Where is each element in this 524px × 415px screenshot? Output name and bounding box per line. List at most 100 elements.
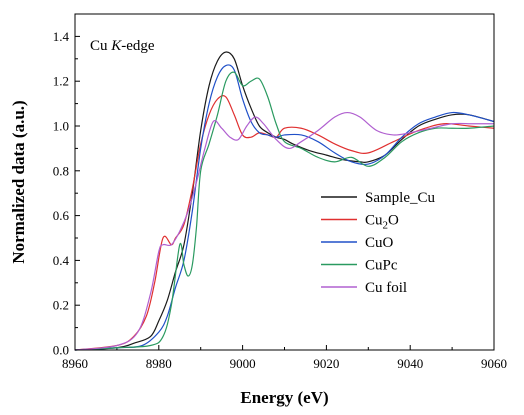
data-point (334, 116, 335, 117)
series-group (74, 64, 495, 351)
data-point (221, 128, 222, 129)
data-point (188, 275, 189, 276)
data-point (250, 137, 251, 138)
data-point (208, 143, 209, 144)
annotation-suffix: -edge (121, 38, 155, 54)
data-point (208, 103, 209, 104)
data-point (200, 170, 201, 171)
data-point (267, 134, 268, 135)
data-point (150, 293, 151, 294)
legend-label-tail: O (388, 213, 399, 229)
legend-item: Cu2O (321, 213, 399, 232)
data-point (250, 81, 251, 82)
data-point (435, 116, 436, 117)
data-point (334, 161, 335, 162)
y-tick-label: 1.2 (53, 74, 69, 89)
data-point (359, 116, 360, 117)
data-point (263, 123, 264, 124)
data-point (188, 211, 189, 212)
data-point (217, 99, 218, 100)
y-tick-label: 0.8 (53, 163, 69, 178)
data-point (242, 85, 243, 86)
axes: 8960 8980 9000 9020 9040 9060 0.0 0.2 0.4 0.6 0.8 1… (53, 29, 507, 371)
data-point (171, 244, 172, 245)
data-point (141, 345, 142, 346)
x-tick-label: 9020 (313, 356, 339, 371)
data-point (183, 264, 184, 265)
data-point (368, 163, 369, 164)
data-point (234, 72, 235, 73)
data-point (418, 123, 419, 124)
data-point (276, 139, 277, 140)
data-point (368, 161, 369, 162)
series-group (74, 111, 494, 351)
data-point (431, 128, 432, 129)
data-point (276, 137, 277, 138)
legend-label-sub: 2 (383, 220, 389, 232)
data-point (368, 152, 369, 153)
series-line-3 (74, 71, 495, 351)
annotation-prefix: Cu (90, 38, 111, 54)
data-point (384, 157, 385, 158)
legend-label: Sample_Cu (365, 190, 435, 206)
legend-label: CuO (365, 235, 394, 251)
y-tick-label: 0.4 (53, 253, 70, 268)
data-point (401, 139, 402, 140)
data-point (347, 112, 348, 113)
series-line-4 (74, 111, 494, 351)
legend-label-main: Cu foil (365, 280, 407, 296)
data-point (452, 114, 453, 115)
series-group (74, 51, 495, 351)
data-point (317, 134, 318, 135)
data-point (242, 99, 243, 100)
data-point (250, 107, 251, 108)
data-point (208, 85, 209, 86)
data-point (171, 305, 172, 306)
data-point (116, 345, 117, 346)
data-point (255, 116, 256, 117)
x-tick-label: 9000 (230, 356, 256, 371)
edge-annotation: Cu K-edge (90, 38, 155, 54)
x-axis-label: Energy (eV) (240, 388, 328, 407)
data-point (208, 114, 209, 115)
data-point (410, 132, 411, 133)
legend-label: Cu2O (365, 213, 399, 232)
y-tick-label: 1.4 (53, 29, 70, 44)
data-point (326, 155, 327, 156)
data-point (418, 125, 419, 126)
data-point (259, 132, 260, 133)
data-point (154, 282, 155, 283)
data-point (234, 58, 235, 59)
data-point (317, 141, 318, 142)
series-group (74, 95, 495, 351)
y-tick-label: 0.0 (53, 343, 69, 358)
series-lines (74, 51, 495, 351)
data-point (468, 128, 469, 129)
data-point (267, 132, 268, 133)
data-point (435, 119, 436, 120)
x-tick-label: 8980 (146, 356, 172, 371)
data-point (234, 69, 235, 70)
data-point (351, 161, 352, 162)
data-point (284, 139, 285, 140)
data-point (225, 96, 226, 97)
data-point (468, 125, 469, 126)
data-point (418, 132, 419, 133)
data-point (452, 128, 453, 129)
data-point (225, 51, 226, 52)
data-point (150, 336, 151, 337)
data-point (225, 81, 226, 82)
x-tick-label: 9040 (397, 356, 423, 371)
data-point (288, 148, 289, 149)
data-point (179, 231, 180, 232)
data-point (213, 121, 214, 122)
series-group (74, 71, 495, 351)
data-point (452, 112, 453, 113)
data-point (162, 336, 163, 337)
data-point (234, 114, 235, 115)
data-point (192, 264, 193, 265)
data-point (401, 141, 402, 142)
legend-item: CuPc (321, 258, 398, 274)
data-point (276, 123, 277, 124)
